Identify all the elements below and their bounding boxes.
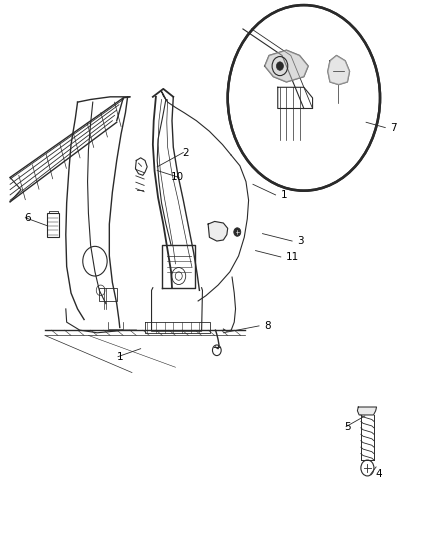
Text: 7: 7: [391, 123, 397, 133]
Circle shape: [234, 228, 241, 236]
Text: 5: 5: [345, 422, 351, 432]
Text: 3: 3: [297, 236, 304, 246]
Polygon shape: [357, 407, 377, 415]
Text: 4: 4: [376, 470, 382, 479]
Polygon shape: [208, 221, 228, 241]
Text: 11: 11: [286, 252, 299, 262]
Polygon shape: [265, 50, 308, 82]
Polygon shape: [328, 55, 350, 85]
Text: 1: 1: [117, 352, 123, 361]
Circle shape: [228, 5, 380, 191]
Text: 10: 10: [171, 172, 184, 182]
Text: 2: 2: [182, 148, 188, 158]
Bar: [99, 288, 117, 301]
Circle shape: [276, 62, 283, 70]
Bar: [47, 214, 59, 237]
Text: 1: 1: [281, 190, 287, 200]
Text: 8: 8: [264, 321, 271, 331]
Text: 6: 6: [24, 213, 31, 223]
